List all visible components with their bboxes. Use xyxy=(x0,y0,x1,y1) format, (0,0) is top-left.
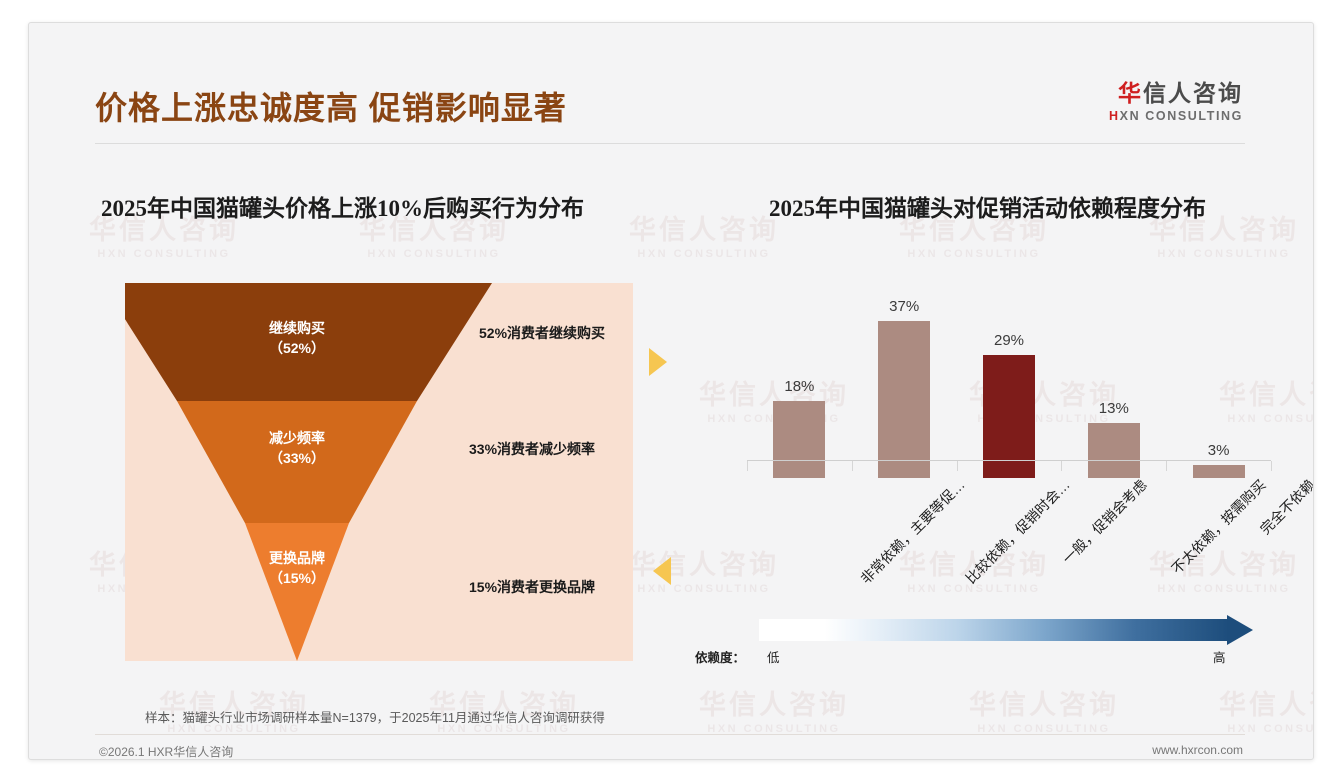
bar-column: 18% xyxy=(773,378,826,478)
axis-tick xyxy=(956,461,958,471)
bar xyxy=(773,401,826,478)
bar xyxy=(983,355,1035,478)
funnel-stage-label: 减少频率 （33%） xyxy=(227,428,367,469)
x-axis-line xyxy=(747,460,1271,461)
header-divider xyxy=(95,143,1245,144)
axis-tick xyxy=(1271,461,1272,471)
logo-cn-rest: 信人咨询 xyxy=(1143,80,1243,106)
bar-column: 13% xyxy=(1087,400,1140,478)
bar-column: 37% xyxy=(878,298,931,478)
bar-value-label: 3% xyxy=(1207,442,1230,459)
funnel-stage-label: 更换品牌 （15%） xyxy=(227,548,367,589)
funnel-stage-name: 继续购买 xyxy=(269,320,325,336)
bar xyxy=(1192,465,1245,478)
funnel-stage-name: 更换品牌 xyxy=(269,550,325,566)
logo-en-red: H xyxy=(1109,109,1120,124)
x-axis-label: 不太依赖，按需购买 xyxy=(1168,476,1269,577)
x-axis-label: 非常依赖，主要等促… xyxy=(857,476,969,587)
funnel-side-note: 52%消费者继续购买 xyxy=(479,325,606,341)
logo-english: HXN CONSULTING xyxy=(1109,109,1243,123)
bar-value-label: 18% xyxy=(784,378,815,395)
funnel-stage-value: （15%） xyxy=(268,570,326,587)
bar xyxy=(878,321,931,478)
funnel-stage-label: 继续购买 （52%） xyxy=(227,318,367,359)
funnel-side-note: 15%消费者更换品牌 xyxy=(469,579,596,595)
funnel-stage-value: （33%） xyxy=(268,450,326,467)
play-left-triangle-icon xyxy=(653,557,671,585)
axis-tick xyxy=(747,461,748,471)
bar-value-label: 13% xyxy=(1098,400,1129,417)
logo-en-rest: XN CONSULTING xyxy=(1119,109,1243,124)
x-axis-label: 比较依赖，促销时会… xyxy=(962,476,1073,587)
funnel-stage xyxy=(125,283,492,401)
funnel-shape xyxy=(125,283,492,661)
brand-logo: 华信人咨询 HXN CONSULTING xyxy=(1109,80,1243,123)
dependency-gradient-legend: 依赖度： 低 高 xyxy=(695,615,1275,675)
slide-canvas: 华信人咨询 HXN CONSULTING 华信人咨询 HXN CONSULTING 华信… xyxy=(28,22,1314,760)
left-chart-heading: 2025年中国猫罐头价格上涨10%后购买行为分布 xyxy=(101,196,584,221)
funnel-chart xyxy=(125,283,633,661)
bar-value-label: 29% xyxy=(993,332,1025,349)
funnel-stage xyxy=(245,523,349,661)
gradient-bar xyxy=(759,619,1229,641)
footer-divider xyxy=(95,734,1245,735)
legend-high-label: 高 xyxy=(1213,651,1226,665)
bar-column: 29% xyxy=(983,332,1035,478)
bar xyxy=(1087,423,1140,478)
legend-low-label: 低 xyxy=(767,651,780,665)
copyright-text: ©2026.1 HXR华信人咨询 xyxy=(99,745,234,759)
sample-note: 样本：猫罐头行业市场调研样本量N=1379，于2025年11月通过华信人咨询调研… xyxy=(145,711,605,725)
page-title: 价格上涨忠诚度高 促销影响显著 xyxy=(95,90,567,126)
axis-tick xyxy=(1061,461,1063,471)
legend-title: 依赖度： xyxy=(695,651,746,665)
logo-cn-red: 华 xyxy=(1118,80,1143,106)
right-chart-heading: 2025年中国猫罐头对促销活动依赖程度分布 xyxy=(769,196,1206,221)
funnel-side-note: 33%消费者减少频率 xyxy=(469,441,596,457)
bar-value-label: 37% xyxy=(889,298,920,315)
dependency-bar-chart: 18% 37% 29% 13% 3% 非常依赖，主要等促… 比较依赖，促销时会… 一般，促销… xyxy=(735,281,1313,587)
bar-series: 18% 37% 29% 13% 3% xyxy=(735,298,1275,481)
funnel-stage xyxy=(177,401,417,523)
funnel-stage-value: （52%） xyxy=(268,340,326,357)
gradient-arrow-head-icon xyxy=(1227,615,1253,645)
axis-tick xyxy=(851,461,853,471)
play-right-triangle-icon xyxy=(649,348,667,376)
logo-chinese: 华信人咨询 xyxy=(1109,80,1243,106)
bar-column: 3% xyxy=(1192,442,1245,478)
funnel-stage-name: 减少频率 xyxy=(269,430,325,446)
website-text: www.hxrcon.com xyxy=(1152,743,1243,757)
axis-tick xyxy=(1166,461,1168,471)
